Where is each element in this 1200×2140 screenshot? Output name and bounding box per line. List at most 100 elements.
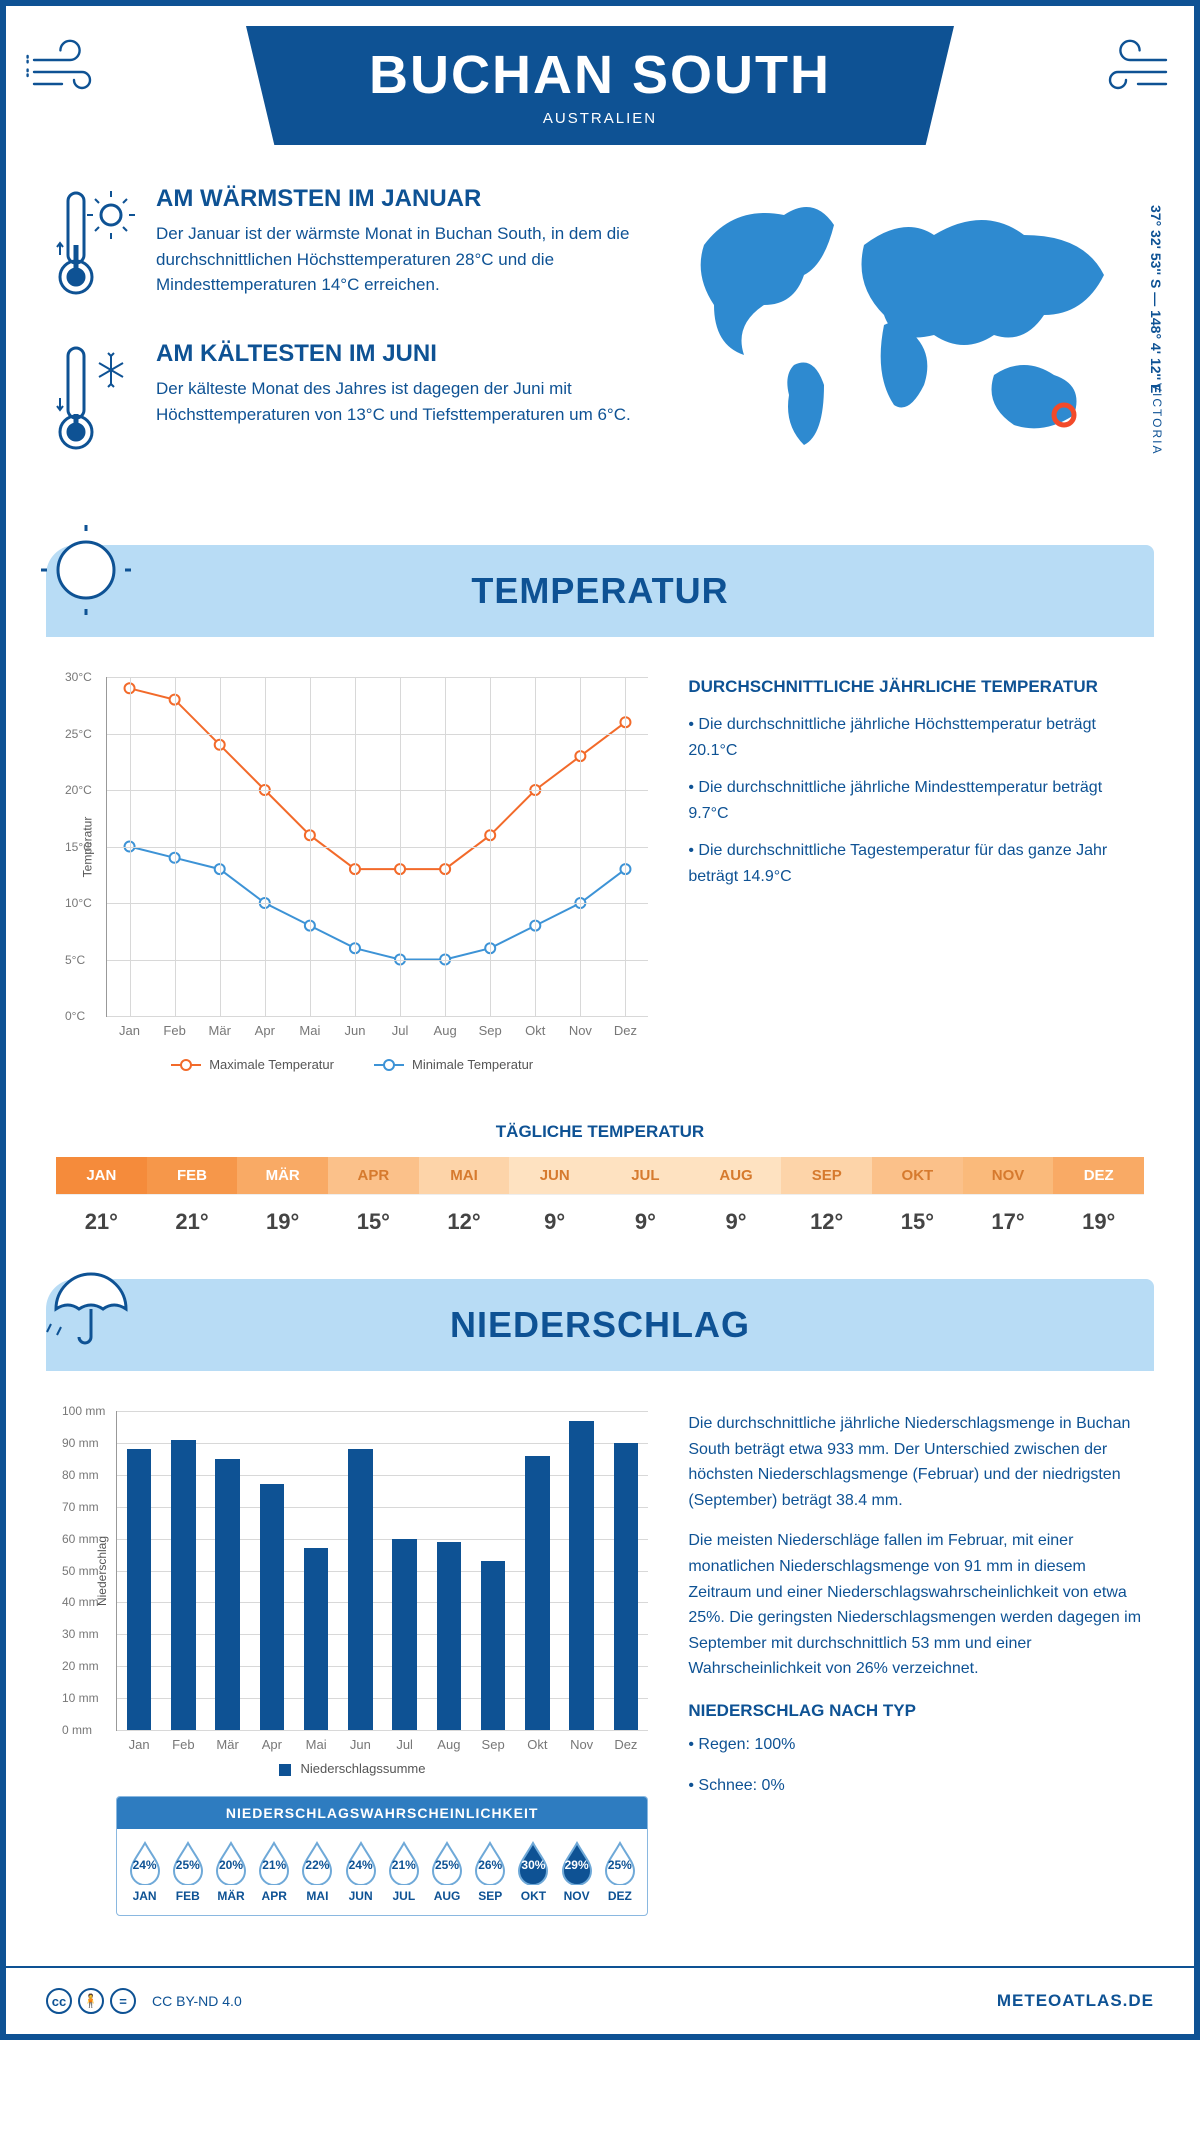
warmest-fact: AM WÄRMSTEN IM JANUAR Der Januar ist der… [56,185,634,310]
temperature-title: TEMPERATUR [76,570,1124,612]
temp-xtick: Jan [119,1023,140,1038]
precip-xtick: Mär [216,1737,238,1752]
world-map-icon [664,185,1144,465]
license-label: CC BY-ND 4.0 [152,1993,242,2009]
temp-xtick: Mai [299,1023,320,1038]
temp-xtick: Sep [479,1023,502,1038]
world-map-panel: 37° 32' 53'' S — 148° 4' 12'' E VICTORIA [664,185,1144,495]
daily-col: MÄR19° [237,1157,328,1249]
precip-xtick: Okt [527,1737,547,1752]
warmest-text: Der Januar ist der wärmste Monat in Buch… [156,221,634,298]
precip-xtick: Jul [396,1737,413,1752]
temp-xtick: Jun [344,1023,365,1038]
daily-col: APR15° [328,1157,419,1249]
probability-cell: 25%DEZ [600,1841,639,1903]
thermometer-snow-icon [56,340,136,465]
precip-bar [525,1456,549,1730]
region-label: VICTORIA [1150,383,1164,455]
probability-cell: 25%AUG [427,1841,466,1903]
precip-xtick: Sep [482,1737,505,1752]
daily-col: FEB21° [147,1157,238,1249]
coldest-title: AM KÄLTESTEN IM JUNI [156,340,634,368]
precipitation-chart: Niederschlag 0 mm10 mm20 mm30 mm40 mm50 … [56,1411,648,1916]
daily-col: DEZ19° [1053,1157,1144,1249]
precipitation-title: NIEDERSCHLAG [76,1304,1124,1346]
intro-section: AM WÄRMSTEN IM JANUAR Der Januar ist der… [6,175,1194,525]
probability-cell: 29%NOV [557,1841,596,1903]
page-frame: BUCHAN SOUTH AUSTRALIEN [0,0,1200,2040]
precip-legend-swatch [279,1764,291,1776]
probability-cell: 26%SEP [471,1841,510,1903]
wind-icon-left [6,6,126,135]
probability-cell: 21%JUL [384,1841,423,1903]
precip-bar [127,1449,151,1730]
daily-temp-title: TÄGLICHE TEMPERATUR [6,1122,1194,1142]
precip-xtick: Jan [129,1737,150,1752]
temperature-body: Temperatur 0°C5°C10°C15°C20°C25°C30°CJan… [6,657,1194,1092]
precip-bar [481,1561,505,1730]
precip-xtick: Aug [437,1737,460,1752]
precip-type-2: • Schnee: 0% [688,1773,1144,1799]
precip-legend-label: Niederschlagssumme [300,1761,425,1776]
precip-bar [215,1459,239,1730]
temp-xtick: Okt [525,1023,545,1038]
legend-max: Maximale Temperatur [171,1057,334,1072]
probability-cell: 22%MAI [298,1841,337,1903]
legend-min-label: Minimale Temperatur [412,1057,533,1072]
probability-cell: 24%JUN [341,1841,380,1903]
location-country: AUSTRALIEN [246,110,954,127]
precip-bar [171,1440,195,1730]
temp-note-3: • Die durchschnittliche Tagestemperatur … [688,838,1144,889]
precip-bar [569,1421,593,1730]
probability-box: NIEDERSCHLAGSWAHRSCHEINLICHKEIT 24%JAN25… [116,1796,648,1916]
probability-cell: 30%OKT [514,1841,553,1903]
probability-cell: 20%MÄR [211,1841,250,1903]
temp-xtick: Dez [614,1023,637,1038]
location-title: BUCHAN SOUTH [246,44,954,106]
precip-xtick: Apr [262,1737,282,1752]
daily-col: OKT15° [872,1157,963,1249]
precip-bar [437,1542,461,1730]
warmest-title: AM WÄRMSTEN IM JANUAR [156,185,634,213]
temp-xtick: Feb [163,1023,185,1038]
daily-col: AUG9° [691,1157,782,1249]
temp-xtick: Aug [434,1023,457,1038]
temp-xtick: Jul [392,1023,409,1038]
key-facts: AM WÄRMSTEN IM JANUAR Der Januar ist der… [56,185,634,495]
wind-icon-right [1074,6,1194,135]
precip-type-1: • Regen: 100% [688,1732,1144,1758]
probability-title: NIEDERSCHLAGSWAHRSCHEINLICHKEIT [117,1797,647,1829]
probability-cell: 25%FEB [168,1841,207,1903]
precip-bar [260,1484,284,1730]
footer: cc 🧍 = CC BY-ND 4.0 METEOATLAS.DE [6,1966,1194,2034]
coldest-fact: AM KÄLTESTEN IM JUNI Der kälteste Monat … [56,340,634,465]
daily-col: JUL9° [600,1157,691,1249]
thermometer-sun-icon [56,185,136,310]
coldest-text: Der kälteste Monat des Jahres ist dagege… [156,376,634,427]
title-banner: BUCHAN SOUTH AUSTRALIEN [246,26,954,145]
temperature-notes: DURCHSCHNITTLICHE JÄHRLICHE TEMPERATUR •… [688,677,1144,1072]
temp-legend: Maximale Temperatur Minimale Temperatur [56,1057,648,1072]
legend-min: Minimale Temperatur [374,1057,533,1072]
by-icon: 🧍 [78,1988,104,2014]
precip-note-2: Die meisten Niederschläge fallen im Febr… [688,1528,1144,1682]
probability-cell: 24%JAN [125,1841,164,1903]
probability-cell: 21%APR [255,1841,294,1903]
precip-bar [392,1539,416,1730]
temperature-chart: Temperatur 0°C5°C10°C15°C20°C25°C30°CJan… [56,677,648,1072]
legend-max-label: Maximale Temperatur [209,1057,334,1072]
temp-xtick: Mär [209,1023,231,1038]
sun-icon [41,525,131,615]
precip-xtick: Nov [570,1737,593,1752]
daily-col: JAN21° [56,1157,147,1249]
precip-xtick: Jun [350,1737,371,1752]
header-row: BUCHAN SOUTH AUSTRALIEN [6,6,1194,175]
temp-xtick: Nov [569,1023,592,1038]
precip-bar [614,1443,638,1730]
coordinates-label: 37° 32' 53'' S — 148° 4' 12'' E [1148,205,1164,393]
site-label: METEOATLAS.DE [997,1991,1154,2011]
temp-xtick: Apr [255,1023,275,1038]
cc-icon: cc [46,1988,72,2014]
nd-icon: = [110,1988,136,2014]
daily-col: MAI12° [419,1157,510,1249]
